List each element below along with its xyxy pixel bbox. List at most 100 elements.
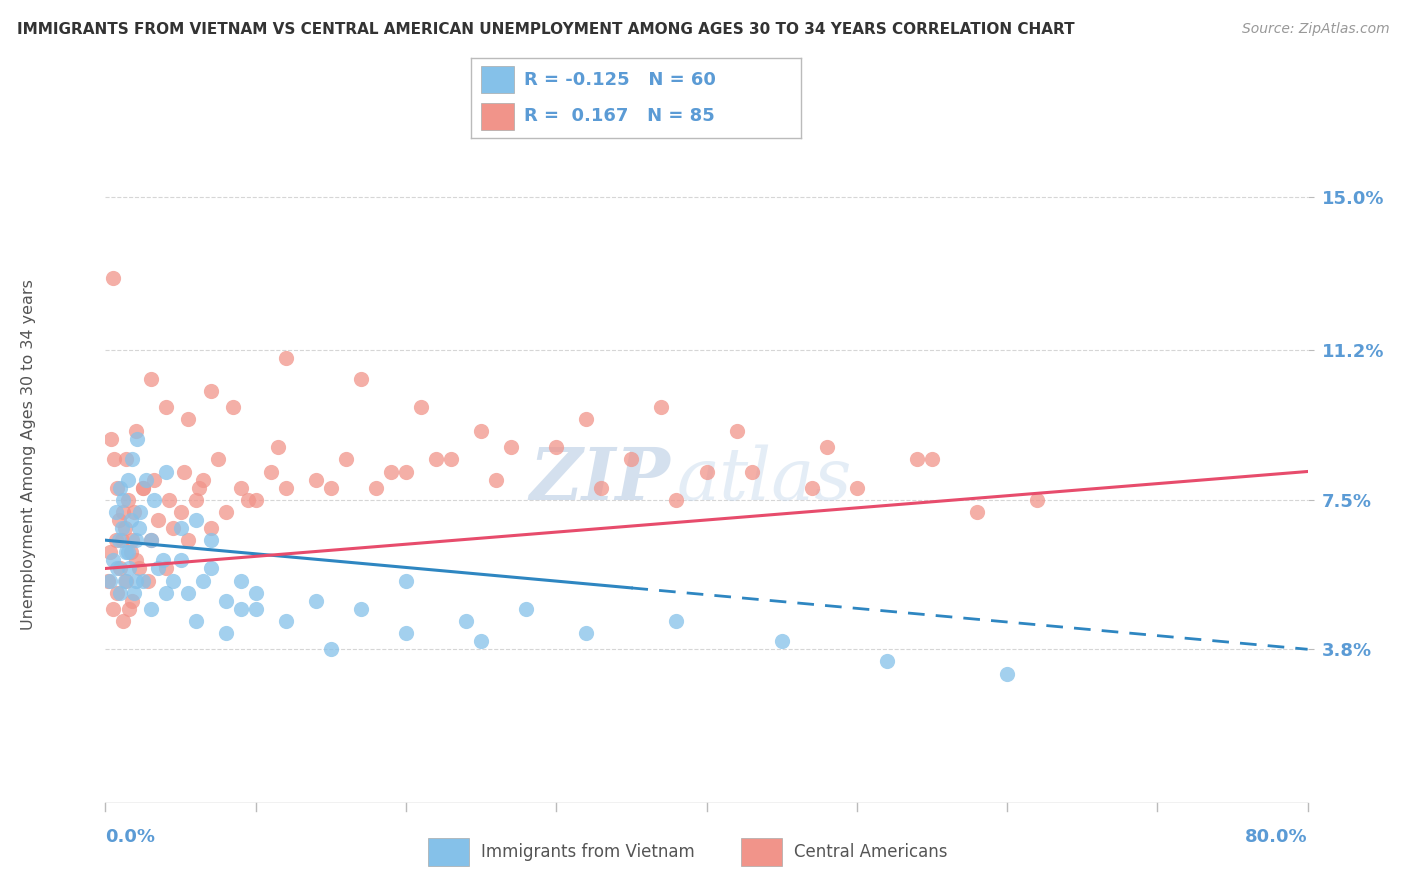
- Point: [921, 452, 943, 467]
- Point: [122, 585, 145, 599]
- Point: [591, 481, 613, 495]
- Point: [162, 521, 184, 535]
- Text: IMMIGRANTS FROM VIETNAM VS CENTRAL AMERICAN UNEMPLOYMENT AMONG AGES 30 TO 34 YEA: IMMIGRANTS FROM VIETNAM VS CENTRAL AMERI…: [17, 22, 1074, 37]
- Point: [114, 574, 136, 588]
- Point: [104, 505, 127, 519]
- Point: [319, 642, 342, 657]
- Point: [155, 465, 177, 479]
- Point: [98, 574, 121, 588]
- Point: [139, 533, 162, 548]
- Point: [305, 594, 328, 608]
- Point: [157, 492, 180, 507]
- Point: [274, 481, 297, 495]
- Point: [515, 602, 537, 616]
- Point: [117, 545, 139, 559]
- Point: [101, 553, 124, 567]
- Point: [245, 585, 267, 599]
- Point: [139, 371, 162, 385]
- Point: [111, 533, 134, 548]
- Point: [409, 400, 432, 414]
- Text: R =  0.167   N = 85: R = 0.167 N = 85: [524, 107, 714, 125]
- Point: [770, 634, 793, 648]
- Point: [364, 481, 387, 495]
- Point: [112, 492, 135, 507]
- Point: [173, 465, 195, 479]
- Point: [665, 492, 688, 507]
- Point: [108, 533, 131, 548]
- Point: [162, 574, 184, 588]
- Text: 80.0%: 80.0%: [1244, 828, 1308, 846]
- Point: [425, 452, 447, 467]
- Point: [274, 351, 297, 366]
- Point: [135, 473, 157, 487]
- Point: [118, 561, 141, 575]
- Point: [142, 492, 165, 507]
- Point: [966, 505, 988, 519]
- Point: [97, 574, 120, 588]
- Point: [800, 481, 823, 495]
- Point: [214, 594, 236, 608]
- Point: [184, 492, 207, 507]
- Point: [456, 614, 478, 628]
- Text: Immigrants from Vietnam: Immigrants from Vietnam: [481, 843, 695, 862]
- Point: [139, 533, 162, 548]
- Point: [184, 513, 207, 527]
- Point: [121, 452, 143, 467]
- Point: [124, 574, 146, 588]
- Point: [101, 602, 124, 616]
- Point: [741, 465, 763, 479]
- Point: [124, 424, 146, 438]
- Point: [118, 602, 141, 616]
- Point: [845, 481, 868, 495]
- Point: [114, 521, 136, 535]
- Point: [111, 521, 134, 535]
- Point: [103, 452, 125, 467]
- Point: [191, 473, 214, 487]
- Point: [100, 432, 122, 446]
- Point: [112, 505, 135, 519]
- Point: [132, 481, 155, 495]
- Point: [229, 574, 252, 588]
- Point: [1026, 492, 1049, 507]
- Point: [110, 561, 132, 575]
- Point: [177, 585, 200, 599]
- Point: [995, 666, 1018, 681]
- Point: [121, 533, 143, 548]
- Point: [267, 440, 290, 454]
- Point: [132, 481, 155, 495]
- Point: [191, 574, 214, 588]
- Point: [876, 654, 898, 668]
- Point: [136, 574, 159, 588]
- Point: [696, 465, 718, 479]
- Point: [470, 634, 492, 648]
- Point: [125, 432, 148, 446]
- Point: [104, 533, 127, 548]
- Point: [115, 574, 138, 588]
- Point: [146, 513, 169, 527]
- Point: [108, 513, 131, 527]
- Point: [128, 521, 150, 535]
- Bar: [427, 838, 470, 866]
- Point: [546, 440, 568, 454]
- Point: [177, 412, 200, 426]
- Point: [214, 505, 236, 519]
- Point: [380, 465, 402, 479]
- Point: [120, 545, 142, 559]
- Point: [155, 561, 177, 575]
- Point: [440, 452, 463, 467]
- Point: [260, 465, 283, 479]
- Point: [169, 521, 191, 535]
- Bar: [481, 66, 515, 94]
- Point: [110, 481, 132, 495]
- Point: [725, 424, 748, 438]
- Point: [120, 513, 142, 527]
- Point: [470, 424, 492, 438]
- Point: [129, 505, 152, 519]
- Point: [200, 521, 222, 535]
- Text: R = -0.125   N = 60: R = -0.125 N = 60: [524, 70, 716, 88]
- Point: [107, 481, 129, 495]
- Point: [124, 533, 146, 548]
- Point: [229, 602, 252, 616]
- Point: [98, 545, 121, 559]
- Point: [305, 473, 328, 487]
